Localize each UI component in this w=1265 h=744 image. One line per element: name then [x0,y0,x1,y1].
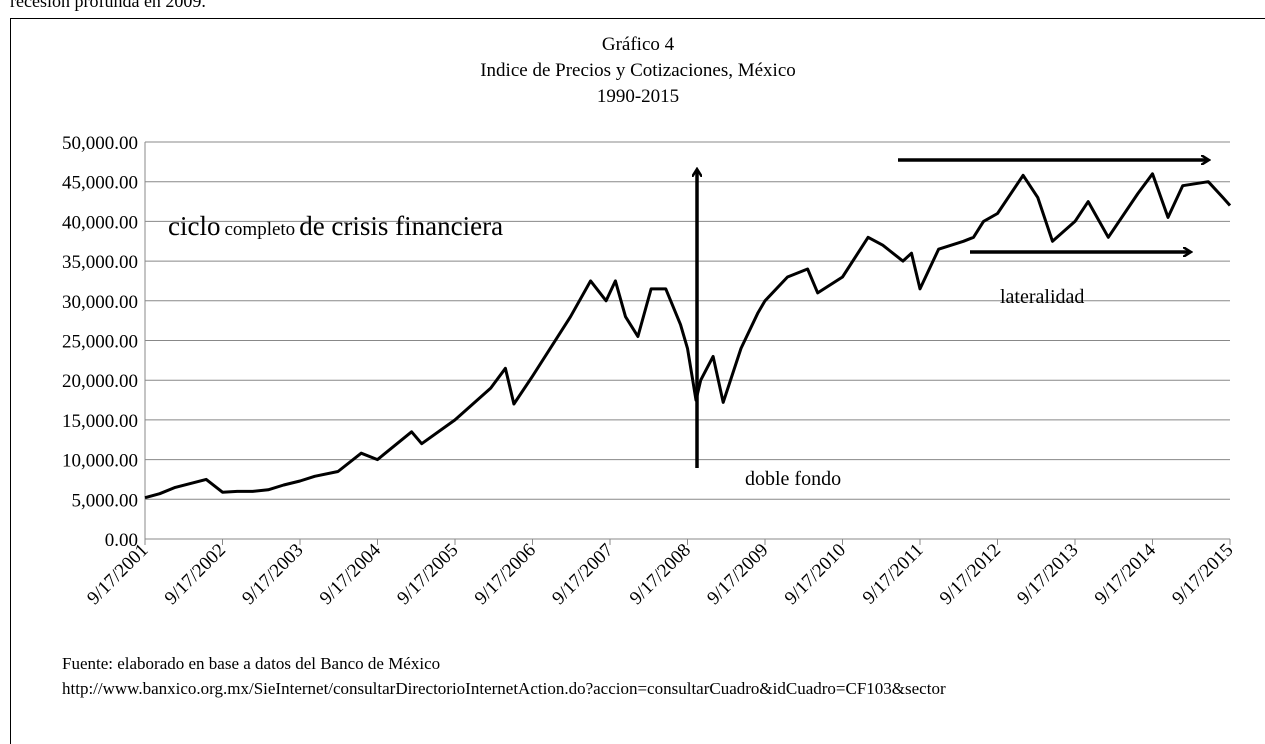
x-tick-label: 9/17/2011 [859,540,928,609]
y-tick-label: 40,000.00 [62,212,138,233]
chart-title: Gráfico 4 [602,34,675,55]
y-tick-label: 50,000.00 [62,133,138,154]
y-tick-label: 15,000.00 [62,411,138,432]
x-tick-label: 9/17/2006 [471,540,540,609]
annotation: ciclo completo de crisis financiera [168,211,503,241]
y-tick-label: 45,000.00 [62,173,138,194]
x-tick-label: 9/17/2004 [316,539,386,609]
annotation-part: ciclo [168,211,220,241]
source-text: http://www.banxico.org.mx/SieInternet/co… [62,679,946,698]
chart-subtitle: Indice de Precios y Cotizaciones, México [480,60,796,81]
x-tick-label: 9/17/2007 [548,540,617,609]
x-tick-label: 9/17/2015 [1168,540,1237,609]
annotation: lateralidad [1000,286,1084,308]
x-tick-label: 9/17/2008 [626,540,695,609]
x-tick-label: 9/17/2003 [238,540,307,609]
x-tick-label: 9/17/2014 [1091,539,1161,609]
grid: 0.00 5,000.00 10,000.00 15,000.00 20,000.00 2… [62,133,1238,609]
y-tick-label: 25,000.00 [62,332,138,353]
y-tick-label: 20,000.00 [62,371,138,392]
y-tick-label: 35,000.00 [62,252,138,273]
source-text: Fuente: elaborado en base a datos del Ba… [62,654,440,673]
x-tick-label: 9/17/2010 [781,540,850,609]
x-tick-label: 9/17/2002 [161,540,230,609]
x-tick-label: 9/17/2012 [936,540,1005,609]
y-tick-label: 10,000.00 [62,451,138,472]
annotation-part: de crisis financiera [299,211,503,241]
annotation: doble fondo [745,468,841,490]
x-tick-label: 9/17/2013 [1013,540,1082,609]
intro-text: recesión profunda en 2009. [10,0,206,11]
chart-frame [10,18,1265,744]
x-tick-label: 9/17/2005 [393,540,462,609]
y-tick-label: 5,000.00 [72,490,139,511]
x-tick-label: 9/17/2009 [703,540,772,609]
chart-subtitle: 1990-2015 [597,86,679,107]
annotation-part: completo [224,219,295,240]
y-tick-label: 30,000.00 [62,292,138,313]
y-tick-label: 0.00 [105,530,138,551]
